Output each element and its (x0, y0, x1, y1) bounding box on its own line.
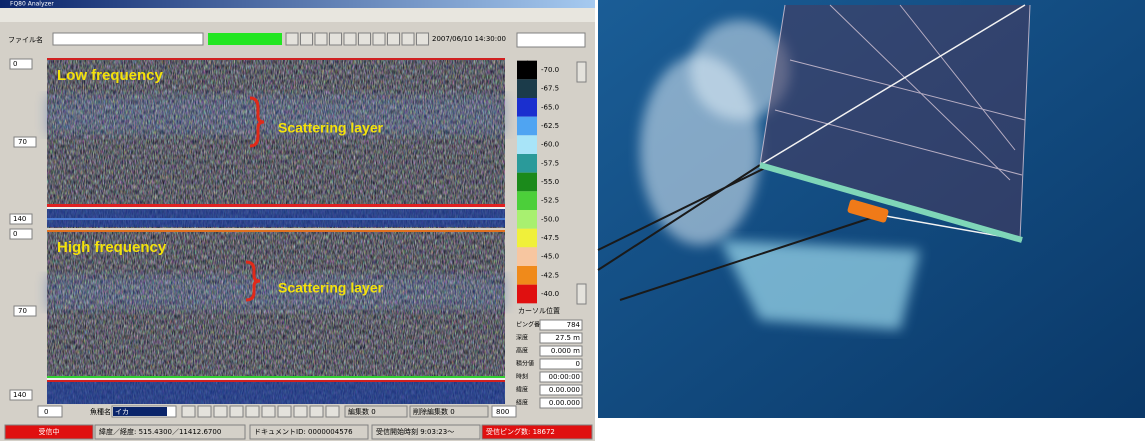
start-field[interactable] (38, 406, 62, 417)
depth-label: 70 (18, 307, 27, 315)
cursor-key: 積分値 (516, 360, 534, 368)
edit-count: 編集数 0 (348, 407, 376, 416)
scale-swatch (517, 135, 537, 154)
toolbar-button[interactable] (286, 33, 298, 45)
control-button[interactable] (230, 406, 243, 417)
scale-swatch (517, 173, 537, 192)
scale-label: -45.0 (541, 253, 559, 261)
status-text: ドキュメントID: 0000004576 (254, 428, 353, 436)
annotation-label: High frequency (57, 239, 167, 256)
end-value: 800 (496, 408, 509, 416)
scale-label: -40.0 (541, 290, 559, 298)
title-bar (0, 0, 595, 8)
species-label: 魚種名 (90, 407, 111, 416)
file-input[interactable] (53, 33, 203, 45)
status-text: 受信ピング数: 18672 (486, 427, 555, 436)
cursor-key: 高度 (516, 347, 528, 355)
scale-label: -70.0 (541, 66, 559, 74)
scale-swatch (517, 210, 537, 229)
window-title: FQ80 Analyzer (10, 1, 54, 8)
cursor-key: 経度 (516, 399, 528, 407)
scale-scroll[interactable] (577, 62, 586, 82)
scale-label: -57.5 (541, 159, 559, 167)
control-button[interactable] (246, 406, 259, 417)
cursor-key: 時刻 (516, 373, 528, 381)
control-button[interactable] (294, 406, 307, 417)
depth-label: 70 (18, 138, 27, 146)
scale-label: -67.5 (541, 85, 559, 93)
cursor-title: カーソル位置 (518, 306, 560, 315)
depth-label: 140 (13, 215, 26, 223)
depth-label: 140 (13, 391, 26, 399)
start-value: 0 (44, 408, 48, 416)
file-label: ファイル名 (8, 35, 43, 44)
cursor-value: 27.5 m (555, 334, 580, 342)
toolbar-button[interactable] (359, 33, 371, 45)
control-button[interactable] (262, 406, 275, 417)
page: FQ80 Analyzer ファイル名 2007/06/10 14:30:00 … (0, 0, 1145, 441)
control-button[interactable] (198, 406, 211, 417)
species-value: イカ (115, 408, 129, 416)
cursor-value: 0 (576, 360, 580, 368)
scale-swatch (517, 266, 537, 285)
status-text: 受信開始時刻 9:03:23〜 (376, 427, 454, 436)
status-bar: 受信中 緯度／経度: 515.4300／11412.6700 ドキュメントID: 0… (5, 425, 592, 439)
status-text: 受信中 (39, 427, 60, 436)
scale-swatch (517, 247, 537, 266)
scale-swatch (517, 191, 537, 210)
scale-label: -65.0 (541, 103, 559, 111)
scale-label: -52.5 (541, 197, 559, 205)
cursor-value: 0.00.000 (549, 386, 580, 394)
scale-swatch (517, 117, 537, 136)
cursor-value: 0.00.000 (549, 399, 580, 407)
scale-swatch (517, 229, 537, 248)
scale-swatch (517, 154, 537, 173)
scale-label: -62.5 (541, 122, 559, 130)
toolbar-button[interactable] (373, 33, 385, 45)
control-button[interactable] (214, 406, 227, 417)
scale-label: -55.0 (541, 178, 559, 186)
annotation-label: Low frequency (57, 67, 164, 84)
composite: FQ80 Analyzer ファイル名 2007/06/10 14:30:00 … (0, 0, 1145, 441)
control-button[interactable] (278, 406, 291, 417)
delete-count: 削除編集数 0 (413, 407, 455, 416)
scale-label: -47.5 (541, 234, 559, 242)
echogram-lower (47, 230, 505, 404)
status-text: 緯度／経度: 515.4300／11412.6700 (99, 427, 221, 436)
toolbar-button[interactable] (388, 33, 400, 45)
cursor-key: 深度 (516, 334, 528, 342)
cursor-value: 00:00:00 (549, 373, 580, 381)
control-button[interactable] (182, 406, 195, 417)
control-button[interactable] (310, 406, 323, 417)
toolbar-button[interactable] (402, 33, 414, 45)
annotation-layer: Scattering layer (278, 120, 384, 136)
status-indicator (208, 33, 282, 45)
scale-label: -42.5 (541, 271, 559, 279)
depth-label: 0 (13, 230, 17, 238)
menu-bar (0, 8, 595, 22)
control-button[interactable] (326, 406, 339, 417)
scale-swatch (517, 79, 537, 98)
toolbar-button[interactable] (301, 33, 313, 45)
scale-unit: dB (524, 60, 533, 68)
scale-label: -60.0 (541, 141, 559, 149)
toolbar-button[interactable] (344, 33, 356, 45)
annotation-layer: Scattering layer (278, 280, 384, 296)
cursor-value: 784 (567, 321, 581, 329)
scale-label: -50.0 (541, 215, 559, 223)
photo (598, 0, 1145, 418)
datetime: 2007/06/10 14:30:00 (432, 35, 506, 43)
toolbar-button[interactable] (417, 33, 429, 45)
info-box (517, 33, 585, 47)
scale-scroll[interactable] (577, 284, 586, 304)
scale-swatch (517, 98, 537, 117)
depth-label: 0 (13, 60, 17, 68)
toolbar-button[interactable] (315, 33, 327, 45)
cursor-value: 0.000 m (551, 347, 580, 355)
toolbar-button[interactable] (330, 33, 342, 45)
cursor-key: 緯度 (516, 386, 528, 394)
scale-swatch (517, 285, 537, 304)
